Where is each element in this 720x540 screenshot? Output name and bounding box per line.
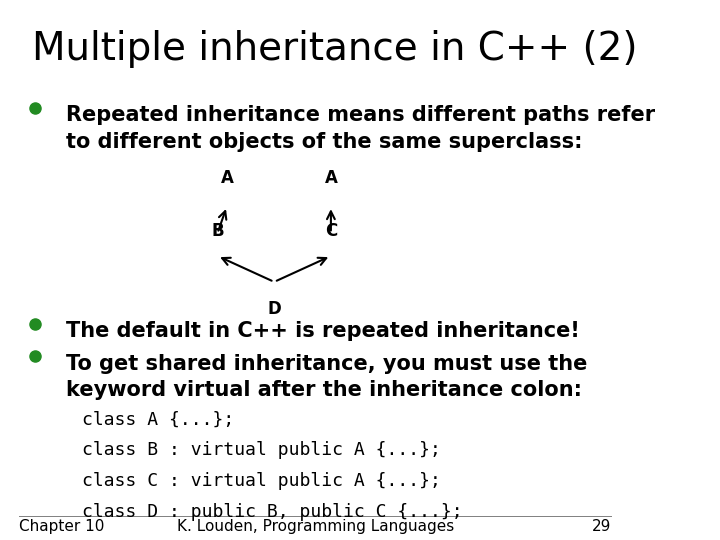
Text: K. Louden, Programming Languages: K. Louden, Programming Languages [176, 519, 454, 535]
Text: The default in C++ is repeated inheritance!: The default in C++ is repeated inheritan… [66, 321, 580, 341]
Text: 29: 29 [592, 519, 611, 535]
Text: Repeated inheritance means different paths refer
to different objects of the sam: Repeated inheritance means different pat… [66, 105, 655, 152]
Text: D: D [267, 300, 281, 318]
Text: B: B [211, 221, 224, 240]
Text: Chapter 10: Chapter 10 [19, 519, 104, 535]
Text: class D : public B, public C {...};: class D : public B, public C {...}; [82, 503, 462, 521]
Text: Multiple inheritance in C++ (2): Multiple inheritance in C++ (2) [32, 30, 637, 68]
Text: A: A [325, 169, 338, 187]
Text: class B : virtual public A {...};: class B : virtual public A {...}; [82, 441, 441, 459]
Text: A: A [220, 169, 233, 187]
Text: class A {...};: class A {...}; [82, 410, 234, 428]
Text: class C : virtual public A {...};: class C : virtual public A {...}; [82, 472, 441, 490]
Text: To get shared inheritance, you must use the
keyword virtual after the inheritanc: To get shared inheritance, you must use … [66, 354, 588, 400]
Text: C: C [325, 221, 337, 240]
